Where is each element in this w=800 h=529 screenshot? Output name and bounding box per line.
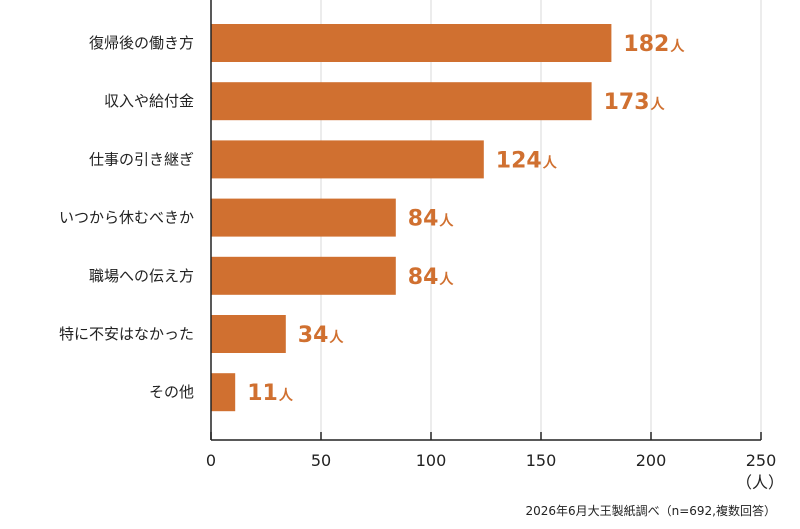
data-label-5: 34人	[298, 323, 345, 348]
source-note: 2026年6月大王製紙調べ（n=692,複数回答）	[525, 503, 776, 518]
data-label-1: 173人	[604, 90, 666, 115]
category-label-2: 仕事の引き継ぎ	[89, 150, 194, 168]
x-tick-label-4: 200	[636, 451, 667, 470]
category-label-3: いつから休むべきか	[59, 209, 194, 227]
bar-1	[211, 82, 592, 121]
data-label-4: 84人	[408, 265, 455, 290]
data-label-3: 84人	[408, 207, 455, 232]
category-label-0: 復帰後の働き方	[89, 34, 194, 52]
x-tick-label-2: 100	[416, 451, 447, 470]
x-tick-label-3: 150	[526, 451, 557, 470]
bar-3	[211, 198, 396, 237]
x-tick-label-0: 0	[206, 451, 216, 470]
data-labels: 182人 173人 124人 84人 84人 34人 11人	[247, 32, 685, 406]
bars	[211, 24, 612, 412]
bar-5	[211, 315, 286, 353]
category-label-1: 収入や給付金	[104, 92, 194, 110]
bar-6	[211, 373, 236, 412]
bar-4	[211, 256, 396, 295]
data-label-2: 124人	[496, 148, 558, 173]
bar-0	[211, 24, 612, 62]
category-label-4: 職場への伝え方	[89, 267, 194, 285]
x-axis: 0 50 100 150 200 250	[206, 0, 776, 470]
x-tick-label-5: 250	[746, 451, 777, 470]
data-label-0: 182人	[623, 32, 685, 57]
bar-2	[211, 140, 484, 179]
data-label-6: 11人	[247, 381, 294, 406]
grid-lines	[320, 0, 762, 440]
category-label-6: その他	[149, 383, 194, 401]
category-label-5: 特に不安はなかった	[59, 325, 194, 343]
x-tick-label-1: 50	[311, 451, 331, 470]
category-labels: 復帰後の働き方収入や給付金仕事の引き継ぎいつから休むべきか職場への伝え方特に不安…	[59, 34, 194, 401]
x-axis-unit-label: （人）	[736, 473, 784, 492]
